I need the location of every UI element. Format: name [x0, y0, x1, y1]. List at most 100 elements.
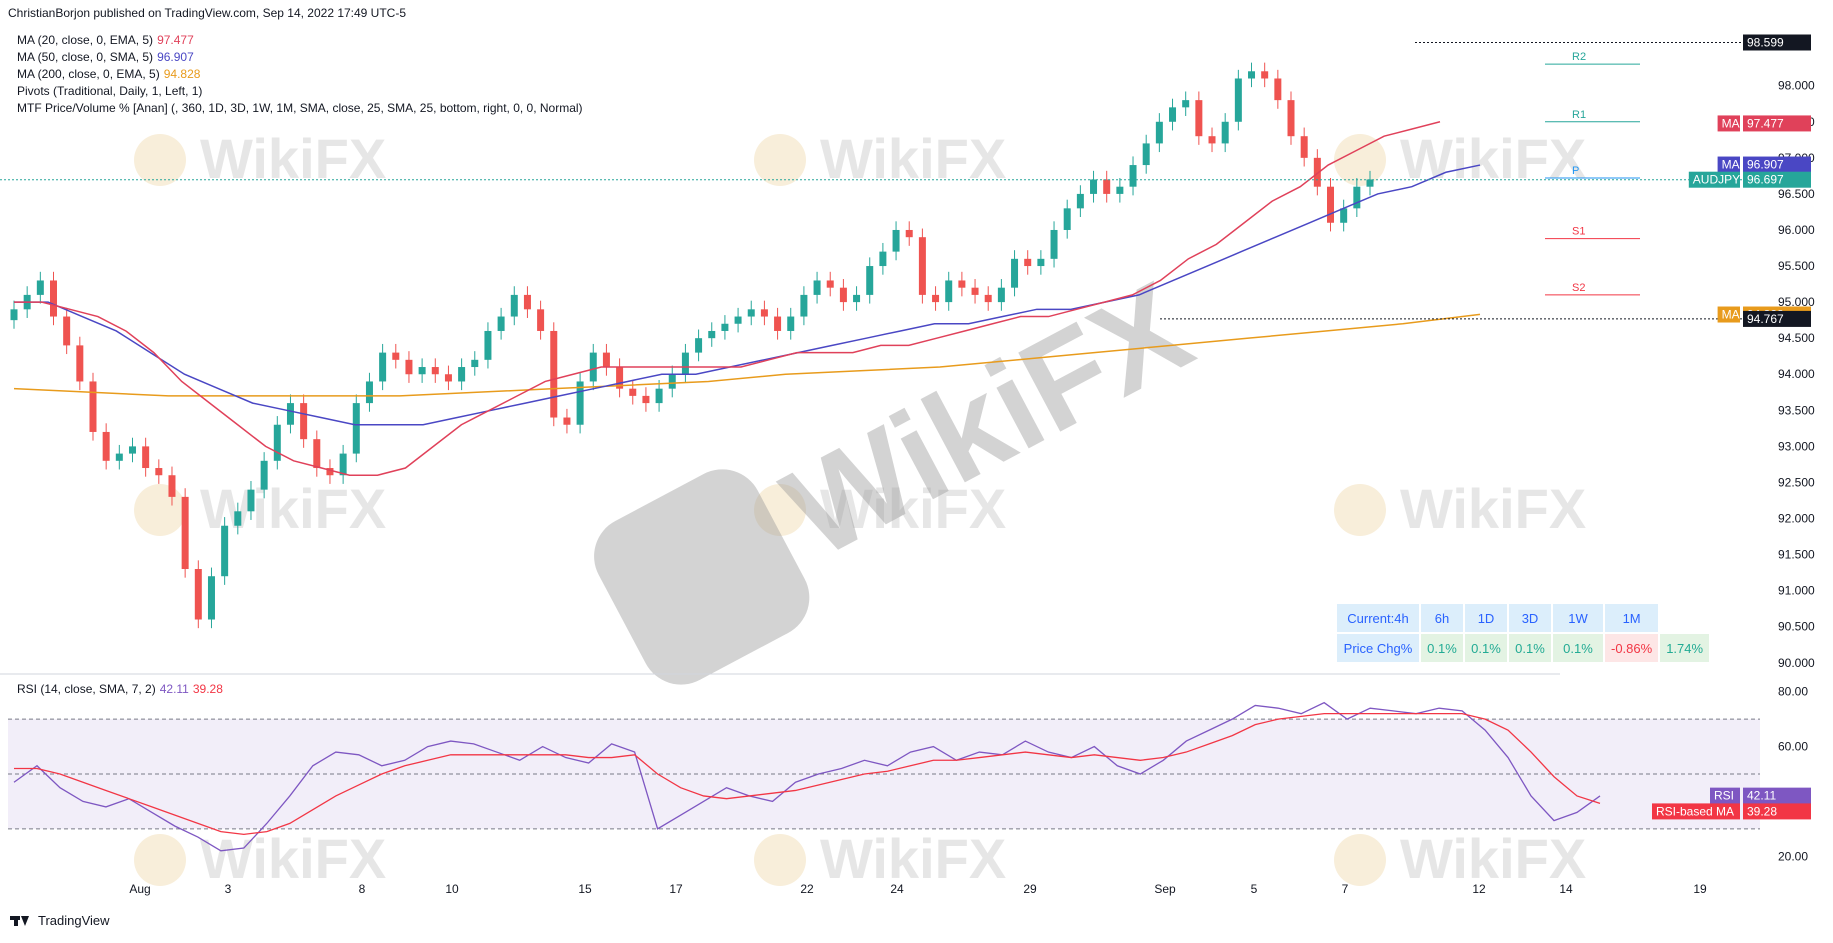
tag-rsi-ma-value-bg — [1743, 803, 1811, 820]
candle-body — [839, 287, 847, 303]
rsi-axis-tick: 20.00 — [1778, 849, 1808, 863]
watermark-text: WikiFX — [820, 127, 1006, 190]
perf-value: 0.1% — [1465, 634, 1507, 662]
perf-header: 1D — [1465, 604, 1507, 632]
candle-body — [1208, 136, 1216, 144]
rsi-axis-tick: 60.00 — [1778, 740, 1808, 754]
candle-body — [36, 280, 44, 295]
x-axis-tick: 22 — [800, 882, 814, 896]
watermark-logo-icon — [754, 834, 806, 886]
indicator-ma20[interactable]: MA (20, close, 0, EMA, 5) 97.477 — [17, 33, 194, 47]
candle-body — [1353, 186, 1361, 209]
watermark-logo-icon — [1334, 484, 1386, 536]
candle-body — [616, 367, 624, 389]
perf-row-label: Price Chg% — [1337, 634, 1419, 662]
rsi-line — [13, 701, 1601, 852]
tag-ma20-label-bg — [1717, 115, 1740, 132]
tag-ma20-label: MA — [1722, 116, 1740, 130]
y-axis-tick: 95.000 — [1778, 295, 1815, 309]
candle-body — [629, 388, 637, 396]
ma200-line — [13, 313, 1481, 397]
tag-low-value-bg — [1743, 310, 1811, 327]
candle-body — [866, 266, 874, 295]
indicator-pivots[interactable]: Pivots (Traditional, Daily, 1, Left, 1) — [17, 84, 202, 98]
candle-body — [905, 229, 913, 238]
watermark-text: WikiFX — [1400, 477, 1586, 540]
candle-body — [273, 424, 281, 461]
tag-ma200-label-bg — [1717, 306, 1740, 323]
candle-body — [76, 345, 84, 382]
candle-body — [207, 576, 215, 620]
tag-rsi-label: RSI — [1714, 789, 1734, 803]
candle-body — [774, 316, 782, 331]
rsi-legend[interactable]: RSI (14, close, SMA, 7, 2) 42.11 39.28 — [17, 682, 223, 696]
candle-body — [892, 229, 900, 252]
candle-body — [155, 468, 163, 476]
y-axis-tick: 92.500 — [1778, 475, 1815, 489]
candle-body — [1195, 100, 1203, 137]
candle-body — [681, 352, 689, 375]
candle-body — [1248, 71, 1256, 79]
candle-body — [879, 251, 887, 267]
watermark-logo-icon — [1334, 834, 1386, 886]
x-axis-tick: 17 — [669, 882, 683, 896]
indicator-ma200-value: 94.828 — [163, 67, 201, 81]
candle-body — [379, 352, 387, 382]
performance-header-row: Current:4h 6h 1D 3D 1W 1M — [1337, 604, 1709, 632]
candle-body — [1221, 121, 1229, 144]
rsi-label: RSI (14, close, SMA, 7, 2) — [17, 682, 156, 696]
watermark-logo-icon — [754, 484, 806, 536]
candle-body — [537, 309, 545, 331]
candle-body — [510, 294, 518, 317]
indicator-mtf[interactable]: MTF Price/Volume % [Anan] (, 360, 1D, 3D… — [17, 101, 583, 115]
tag-rsi-ma-value: 39.28 — [1747, 804, 1777, 818]
tag-ma50-label-bg — [1717, 156, 1740, 173]
perf-header: 6h — [1421, 604, 1463, 632]
candle-body — [1274, 78, 1282, 101]
candle-body — [471, 359, 479, 368]
candle-body — [247, 489, 255, 512]
x-axis-tick: 19 — [1693, 882, 1707, 896]
candle-body — [708, 330, 716, 339]
y-axis-tick: 93.000 — [1778, 439, 1815, 453]
pivot-label-s1: S1 — [1572, 226, 1585, 238]
indicator-ma50-value: 96.907 — [157, 50, 194, 64]
candle-body — [339, 453, 347, 476]
ma50-line — [14, 164, 1481, 426]
candle-body — [458, 367, 466, 382]
candle-body — [128, 446, 136, 454]
candle-body — [550, 330, 558, 418]
perf-value: 1.74% — [1660, 634, 1710, 662]
perf-header: 3D — [1509, 604, 1551, 632]
tag-rsi-value-bg — [1743, 787, 1811, 804]
candle-body — [168, 475, 176, 497]
indicator-ma200-label: MA (200, close, 0, EMA, 5) — [17, 67, 160, 81]
indicator-ma50[interactable]: MA (50, close, 0, SMA, 5) 96.907 — [17, 50, 194, 64]
y-axis-tick: 90.000 — [1778, 656, 1815, 670]
candle-body — [194, 569, 202, 620]
tag-last-value: 96.697 — [1747, 173, 1784, 187]
tradingview-brand[interactable]: TradingView — [10, 913, 110, 928]
candle-body — [89, 381, 97, 432]
candle-body — [1076, 193, 1084, 209]
watermark-central: WikiFX — [594, 254, 1212, 685]
x-axis-tick: 12 — [1472, 882, 1486, 896]
indicator-ma200[interactable]: MA (200, close, 0, EMA, 5) 94.828 — [17, 67, 200, 81]
rsi-axis-tick: 80.00 — [1778, 685, 1808, 699]
indicator-pivots-label: Pivots (Traditional, Daily, 1, Left, 1) — [17, 84, 203, 98]
candle-body — [115, 453, 123, 461]
candle-body — [1090, 179, 1098, 194]
tag-high-value: 98.599 — [1747, 35, 1784, 49]
candle-body — [352, 403, 360, 454]
candle-body — [1327, 186, 1335, 223]
perf-header: Current:4h — [1337, 604, 1419, 632]
indicator-ma20-label: MA (20, close, 0, EMA, 5) — [17, 33, 154, 47]
candle-body — [300, 403, 308, 440]
tag-last-label-bg — [1688, 171, 1740, 188]
x-axis-tick: 29 — [1023, 882, 1037, 896]
x-axis-tick: 24 — [890, 882, 904, 896]
x-axis-tick: 7 — [1342, 882, 1349, 896]
candle-body — [576, 381, 584, 425]
